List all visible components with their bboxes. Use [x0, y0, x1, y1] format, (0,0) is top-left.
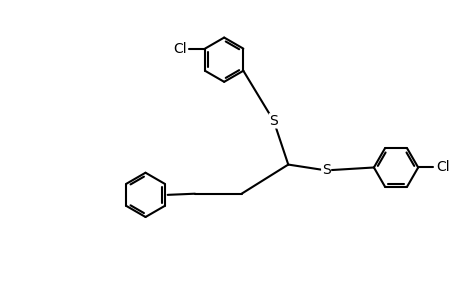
Text: S: S [269, 114, 278, 128]
Text: Cl: Cl [173, 42, 186, 56]
Text: S: S [321, 164, 330, 177]
Text: Cl: Cl [435, 160, 448, 175]
